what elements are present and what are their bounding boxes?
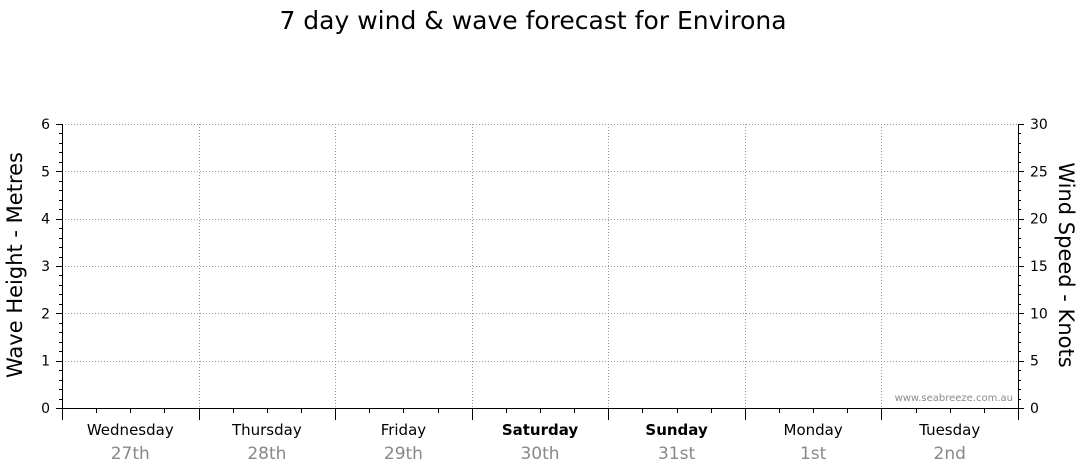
left-tick-label: 4 — [41, 212, 50, 228]
left-tick-label: 5 — [41, 164, 50, 180]
day-labels: Wednesday 27th Thursday 28th Friday 29th Satur… — [87, 421, 980, 464]
right-tick-label: 30 — [1030, 117, 1048, 133]
day-name-label: Saturday — [502, 421, 579, 439]
day-date-label: 28th — [247, 444, 286, 464]
right-tick-label: 10 — [1030, 306, 1048, 322]
day-name-label: Monday — [784, 421, 843, 439]
day-date-label: 1st — [800, 444, 827, 464]
day-date-label: 31st — [658, 444, 695, 464]
left-tick-label: 1 — [41, 354, 50, 370]
day-name-label: Wednesday — [87, 421, 174, 439]
right-tick-label: 15 — [1030, 259, 1048, 275]
chart-title: 7 day wind & wave forecast for Environa — [279, 6, 787, 35]
right-axis-ticks: 0 5 10 15 20 25 30 — [1018, 117, 1048, 417]
day-name-label: Sunday — [645, 421, 708, 439]
day-date-label: 29th — [384, 444, 423, 464]
right-axis-title: Wind Speed - Knots — [1054, 162, 1078, 367]
left-tick-label: 3 — [41, 259, 50, 275]
right-tick-label: 0 — [1030, 401, 1039, 417]
left-axis-ticks: 0 1 2 3 4 5 6 — [41, 117, 62, 417]
axes — [62, 124, 1019, 420]
day-date-label: 30th — [520, 444, 559, 464]
day-name-label: Thursday — [231, 421, 302, 439]
left-axis-title: Wave Height - Metres — [3, 152, 27, 378]
day-date-label: 2nd — [934, 444, 966, 464]
day-date-label: 27th — [111, 444, 150, 464]
right-tick-label: 5 — [1030, 354, 1039, 370]
grid-lines — [62, 124, 1018, 408]
day-name-label: Tuesday — [918, 421, 980, 439]
day-name-label: Friday — [381, 421, 427, 439]
right-tick-label: 20 — [1030, 212, 1048, 228]
left-tick-label: 2 — [41, 306, 50, 322]
right-tick-label: 25 — [1030, 164, 1048, 180]
left-tick-label: 6 — [41, 117, 50, 133]
watermark-text: www.seabreeze.com.au — [895, 393, 1013, 404]
left-tick-label: 0 — [41, 401, 50, 417]
